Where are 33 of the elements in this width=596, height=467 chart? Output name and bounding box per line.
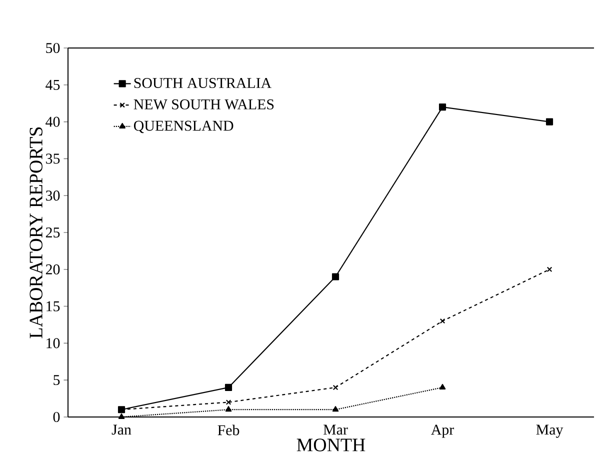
y-axis-title: LABORATORY REPORTS [30, 127, 42, 338]
y-tick-label: 30 [46, 190, 60, 201]
point [332, 406, 339, 412]
point [332, 384, 338, 390]
point [438, 103, 446, 111]
point [332, 273, 340, 280]
point [546, 118, 554, 126]
y-tick-label: 15 [46, 301, 60, 312]
y-tick-label: 40 [46, 116, 60, 127]
x-tick-label: Mar [323, 424, 348, 435]
y-tick-label: 35 [46, 154, 60, 164]
point [546, 266, 552, 272]
point [226, 400, 232, 405]
y-tick-label: 45 [46, 80, 60, 90]
legend-label: QUEENSLAND [134, 120, 234, 134]
legend-label: SOUTH AUSTRALIA [134, 78, 272, 88]
y-tick-label: 20 [46, 264, 60, 274]
x-tick-label: Feb [218, 424, 240, 436]
y-tick-label: 5 [54, 375, 60, 386]
point [224, 384, 232, 392]
y-tick-label: 25 [46, 227, 60, 238]
x-axis-title: MONTH [296, 438, 366, 452]
point [118, 413, 125, 420]
x-tick-label: Apr [431, 424, 454, 438]
legend-label: NEW SOUTH WALES [134, 99, 274, 110]
y-tick-label: 10 [46, 338, 60, 348]
x-tick-label: Jan [112, 424, 132, 435]
y-tick-label: 50 [46, 42, 60, 54]
point [439, 384, 446, 390]
point [440, 318, 446, 324]
y-tick-label: 0 [53, 412, 60, 422]
point [225, 406, 232, 412]
x-tick-label: May [536, 424, 564, 438]
